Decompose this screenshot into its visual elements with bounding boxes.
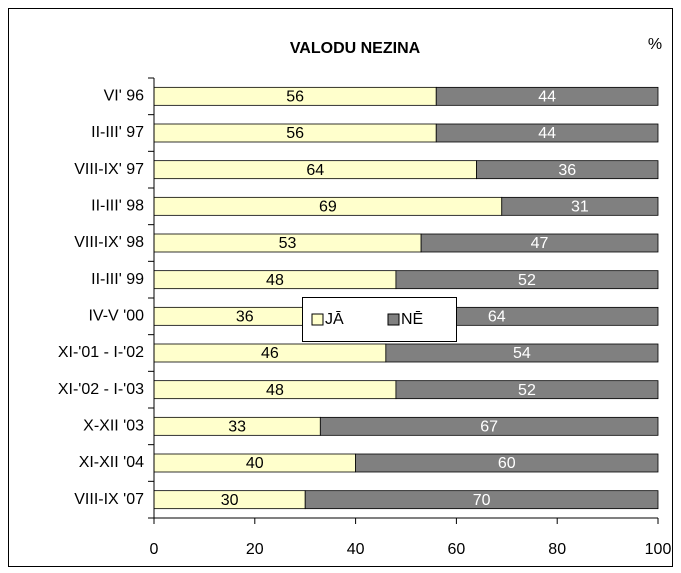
data-label: 46 — [261, 345, 279, 362]
data-label: 64 — [488, 309, 506, 326]
data-label: 40 — [246, 455, 264, 472]
x-tick-label: 0 — [150, 541, 159, 558]
legend-swatch — [387, 313, 400, 326]
data-label: 33 — [228, 419, 246, 436]
x-tick-label: 40 — [347, 541, 365, 558]
data-label: 36 — [236, 309, 254, 326]
data-label: 31 — [571, 199, 589, 216]
unit-label: % — [648, 36, 662, 53]
data-label: 47 — [531, 235, 549, 252]
data-label: 48 — [266, 272, 284, 289]
y-tick-label: VIII-IX' 98 — [74, 234, 144, 251]
data-label: 52 — [518, 382, 536, 399]
y-tick-label: XI-XII '04 — [79, 454, 144, 471]
data-label: 36 — [558, 162, 576, 179]
bar-segment — [319, 416, 659, 436]
bar-segment — [385, 343, 659, 363]
data-label: 54 — [513, 345, 531, 362]
legend: JĀ NĒ — [302, 297, 457, 342]
bar-segment — [395, 270, 659, 290]
y-tick-label: II-III' 98 — [91, 198, 144, 215]
legend-label: NĒ — [401, 310, 423, 328]
bar-segment — [420, 233, 659, 253]
data-label: 60 — [498, 455, 516, 472]
bar-segment — [355, 453, 659, 473]
data-label: 52 — [518, 272, 536, 289]
chart-title: VALODU NEZINA — [290, 40, 421, 57]
x-tick-label: 100 — [645, 541, 672, 558]
data-label: 69 — [319, 199, 337, 216]
legend-swatch — [311, 313, 324, 326]
data-label: 44 — [538, 89, 556, 106]
bar-segment — [501, 196, 659, 216]
y-tick-label: VI' 96 — [104, 88, 145, 105]
bar-segment — [476, 160, 659, 180]
data-label: 48 — [266, 382, 284, 399]
bar-segment — [435, 123, 659, 143]
legend-box — [302, 297, 457, 342]
data-label: 53 — [279, 235, 297, 252]
x-tick-label: 20 — [246, 541, 264, 558]
data-label: 67 — [480, 419, 498, 436]
y-tick-label: II-III' 99 — [91, 271, 144, 288]
y-tick-label: VIII-IX '07 — [74, 491, 144, 508]
bar-segment — [435, 86, 659, 106]
bar-segment — [304, 490, 659, 510]
data-label: 30 — [221, 492, 239, 509]
y-tick-label: VIII-IX' 97 — [74, 161, 144, 178]
bar-segment — [395, 380, 659, 400]
y-tick-label: XI-'01 - I-'02 — [58, 344, 144, 361]
data-label: 70 — [473, 492, 491, 509]
legend-label: JĀ — [325, 310, 344, 328]
x-tick-label: 60 — [448, 541, 466, 558]
y-tick-label: X-XII '03 — [83, 418, 144, 435]
data-label: 64 — [306, 162, 324, 179]
data-label: 56 — [286, 89, 304, 106]
data-label: 56 — [286, 125, 304, 142]
y-tick-label: II-III' 97 — [91, 124, 144, 141]
y-tick-label: IV-V '00 — [88, 308, 144, 325]
x-tick-label: 80 — [548, 541, 566, 558]
data-label: 44 — [538, 125, 556, 142]
y-tick-label: XI-'02 - I-'03 — [58, 381, 144, 398]
